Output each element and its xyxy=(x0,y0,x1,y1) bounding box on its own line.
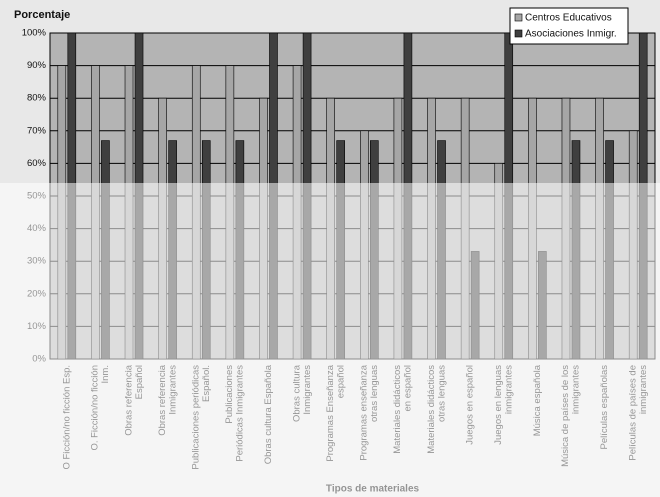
y-tick-label: 100% xyxy=(22,28,47,39)
legend-swatch xyxy=(514,29,523,38)
y-tick-label: 90% xyxy=(27,60,47,71)
legend-label: Centros Educativos xyxy=(525,13,612,24)
y-tick-label: 80% xyxy=(27,93,47,104)
watermark-overlay xyxy=(0,183,660,497)
y-tick-label: 60% xyxy=(27,158,47,169)
legend-swatch xyxy=(514,13,523,22)
legend-label: Asociaciones Inmigr. xyxy=(525,29,617,40)
legend-box xyxy=(509,7,629,45)
y-tick-label: 70% xyxy=(27,125,47,136)
y-axis-title: Porcentaje xyxy=(14,9,70,21)
